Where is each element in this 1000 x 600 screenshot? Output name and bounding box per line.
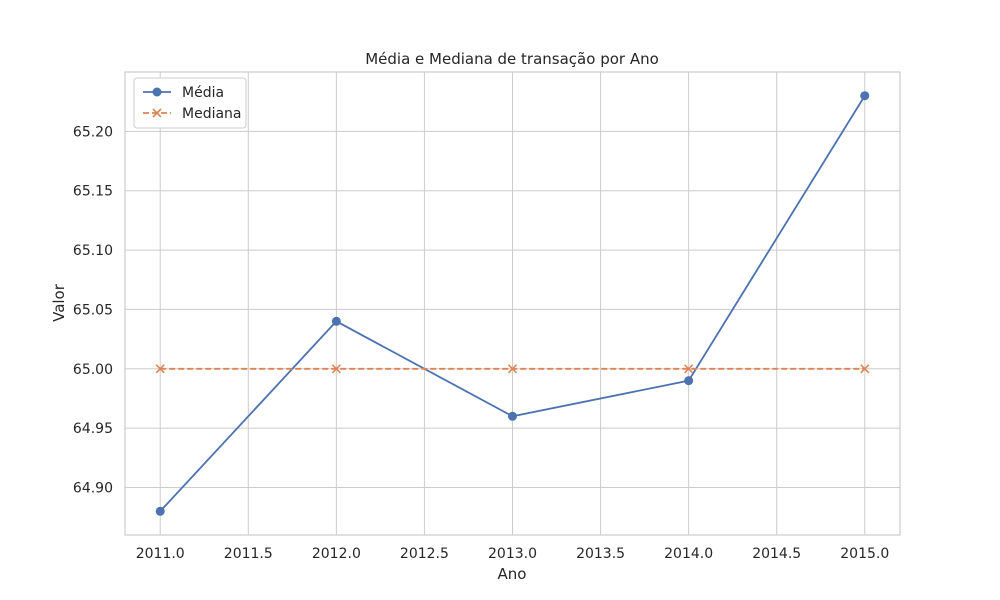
legend-label-mediana: Mediana <box>182 106 242 122</box>
y-tick-label: 65.15 <box>73 184 113 200</box>
x-tick-label: 2011.0 <box>136 546 185 562</box>
y-tick-label: 64.95 <box>73 421 113 437</box>
x-tick-label: 2014.5 <box>752 546 801 562</box>
x-marker-stroke <box>860 364 870 374</box>
y-tick-label: 64.90 <box>73 481 113 497</box>
data-point-mediana <box>684 364 694 374</box>
x-tick-label: 2012.5 <box>400 546 449 562</box>
x-tick-label: 2014.0 <box>664 546 713 562</box>
x-tick-label: 2011.5 <box>224 546 273 562</box>
data-point-media <box>155 506 165 516</box>
data-point-media <box>508 411 517 421</box>
data-point-mediana <box>507 364 518 374</box>
data-point-media <box>860 91 870 101</box>
x-marker-stroke <box>152 108 162 118</box>
chart-title: Média e Mediana de transação por Ano <box>365 50 659 68</box>
x-tick-label: 2012.0 <box>312 546 361 562</box>
x-tick-label: 2013.5 <box>576 546 625 562</box>
plot-frame <box>124 71 901 536</box>
legend-box <box>133 77 247 129</box>
series-layer <box>155 91 870 516</box>
legend-marker-media <box>152 87 162 97</box>
y-axis-label: Valor <box>50 283 68 322</box>
legend-label-media: Média <box>182 85 224 101</box>
data-point-mediana <box>331 364 341 374</box>
x-marker-stroke <box>507 364 518 374</box>
legend: Média Mediana <box>133 77 247 129</box>
x-axis-label: Ano <box>498 565 527 583</box>
legend-marker-mediana <box>152 108 162 118</box>
data-point-media <box>684 376 694 386</box>
grid <box>125 72 900 535</box>
y-tick-label: 65.05 <box>73 302 113 318</box>
x-marker-stroke <box>331 364 341 374</box>
y-tick-label: 65.10 <box>73 243 113 259</box>
data-point-media <box>331 316 341 326</box>
x-marker-stroke <box>155 364 165 374</box>
x-tick-label: 2013.0 <box>488 546 537 562</box>
data-point-mediana <box>155 364 165 374</box>
x-tick-label: 2015.0 <box>840 546 889 562</box>
x-marker-stroke <box>684 364 694 374</box>
y-tick-label: 65.20 <box>73 124 113 140</box>
y-tick-label: 65.00 <box>73 362 113 378</box>
data-point-mediana <box>860 364 870 374</box>
tick-labels: 2011.0 2011.5 2012.0 2012.5 2013.0 2013.5 2014… <box>73 124 889 562</box>
